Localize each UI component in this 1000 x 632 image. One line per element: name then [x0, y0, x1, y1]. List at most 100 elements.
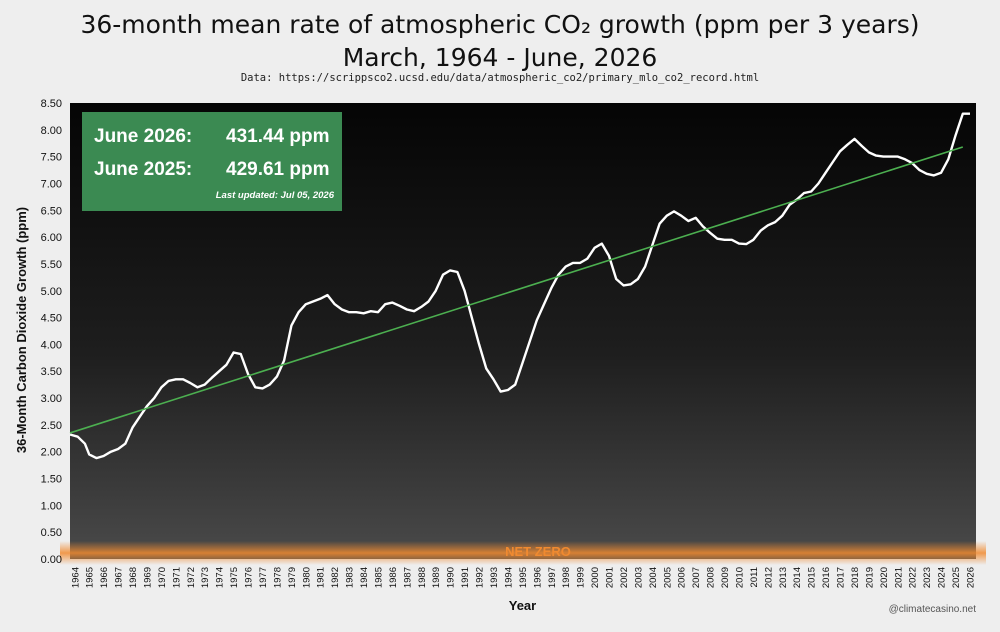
- y-tick-label: 2.50: [41, 420, 62, 432]
- x-tick-label: 1992: [475, 567, 486, 588]
- x-tick-label: 2026: [966, 567, 977, 588]
- x-tick-label: 2010: [735, 567, 746, 588]
- x-tick-label: 2011: [749, 567, 760, 587]
- x-tick-label: 2002: [619, 567, 630, 588]
- x-tick-label: 1991: [460, 567, 471, 588]
- stat-row-previous: June 2025: 429.61 ppm: [94, 159, 330, 181]
- x-tick-label: 1997: [547, 567, 558, 588]
- x-tick-label: 2009: [720, 567, 731, 588]
- x-tick-label: 1968: [128, 567, 139, 588]
- chart-title: 36-month mean rate of atmospheric CO₂ gr…: [0, 8, 1000, 74]
- x-tick-label: 1995: [518, 567, 529, 588]
- y-tick-label: 3.50: [41, 366, 62, 378]
- x-tick-label: 1980: [301, 567, 312, 588]
- x-tick-label: 1979: [287, 567, 298, 588]
- stat-previous-value: 429.61 ppm: [226, 159, 330, 180]
- x-tick-label: 1975: [229, 567, 240, 588]
- x-tick-label: 1966: [99, 567, 110, 588]
- x-tick-label: 2014: [792, 567, 803, 588]
- y-tick-label: 6.50: [41, 205, 62, 217]
- y-tick-label: 1.00: [41, 500, 62, 512]
- x-tick-label: 1985: [374, 567, 385, 588]
- x-tick-label: 2001: [605, 567, 616, 588]
- stat-current-value: 431.44 ppm: [226, 126, 330, 147]
- series-outline-group: [69, 112, 970, 460]
- y-tick-label: 1.50: [41, 474, 62, 486]
- x-tick-label: 2018: [850, 567, 861, 588]
- x-tick-label: 1986: [388, 567, 399, 588]
- x-tick-label: 1987: [402, 567, 413, 588]
- x-tick-label: 1971: [171, 567, 182, 588]
- y-tick-label: 5.50: [41, 259, 62, 271]
- x-tick-label: 2019: [864, 567, 875, 588]
- x-tick-label: 1967: [114, 567, 125, 588]
- x-tick-label: 1964: [70, 567, 81, 588]
- x-tick-label: 1973: [200, 567, 211, 588]
- x-tick-label: 2006: [677, 567, 688, 588]
- data-bars: [69, 113, 970, 559]
- net-zero-label: NET ZERO: [505, 544, 571, 559]
- net-zero-band: [60, 541, 986, 565]
- trendline-group: [69, 146, 964, 434]
- latest-readings-box: June 2026: 431.44 ppm June 2025: 429.61 pp…: [82, 112, 342, 211]
- y-tick-label: 5.00: [41, 286, 62, 298]
- stat-previous-label: June 2025:: [94, 159, 193, 180]
- x-tick-label: 1981: [316, 567, 327, 588]
- x-tick-label: 1989: [431, 567, 442, 588]
- stat-current-label: June 2026:: [94, 126, 193, 147]
- last-updated-text: Last updated: Jul 05, 2026: [215, 190, 334, 201]
- x-tick-label: 1984: [359, 567, 370, 588]
- x-tick-label: 1970: [157, 567, 168, 588]
- x-tick-label: 1998: [561, 567, 572, 588]
- y-tick-label: 2.00: [41, 447, 62, 459]
- x-tick-label: 1999: [576, 567, 587, 588]
- x-axis-ticks: 1964 1965 1966 1967 1968 1969 1970 1971 1972 1973…: [70, 567, 976, 588]
- x-tick-label: 1993: [489, 567, 500, 588]
- y-tick-label: 7.50: [41, 152, 62, 164]
- x-tick-label: 1972: [186, 567, 197, 588]
- x-tick-label: 1988: [417, 567, 428, 588]
- x-tick-label: 1965: [85, 567, 96, 588]
- x-tick-label: 1994: [503, 567, 514, 588]
- x-tick-label: 2021: [893, 567, 904, 588]
- chart-title-line2: March, 1964 - June, 2026: [342, 43, 658, 72]
- x-tick-label: 2012: [763, 567, 774, 588]
- x-tick-label: 1974: [215, 567, 226, 588]
- y-tick-label: 0.00: [41, 554, 62, 566]
- x-tick-label: 1982: [330, 567, 341, 588]
- x-tick-label: 1969: [143, 567, 154, 588]
- x-tick-label: 2013: [778, 567, 789, 588]
- chart-title-line1: 36-month mean rate of atmospheric CO₂ gr…: [80, 10, 920, 39]
- y-tick-label: 7.00: [41, 179, 62, 191]
- x-tick-label: 1983: [345, 567, 356, 588]
- x-axis-label: Year: [508, 598, 537, 613]
- series-outline: [69, 112, 970, 460]
- y-axis-label: 36-Month Carbon Dioxide Growth (ppm): [14, 206, 29, 454]
- x-tick-label: 2005: [662, 567, 673, 588]
- x-tick-label: 2007: [691, 567, 702, 588]
- x-tick-label: 2004: [648, 567, 659, 588]
- y-tick-label: 0.50: [41, 527, 62, 539]
- x-tick-label: 2000: [590, 567, 601, 588]
- x-tick-label: 1996: [532, 567, 543, 588]
- x-tick-label: 2025: [951, 567, 962, 588]
- x-tick-label: 1977: [258, 567, 269, 588]
- y-tick-label: 4.00: [41, 339, 62, 351]
- credit-text: @climatecasino.net: [888, 604, 976, 615]
- y-axis-ticks: 0.00 0.50 1.00 1.50 2.00 2.50 3.00 3.50 4.00 4.50…: [41, 98, 62, 566]
- data-source-text: Data: https://scrippsco2.ucsd.edu/data/a…: [240, 72, 760, 84]
- y-tick-label: 8.50: [41, 98, 62, 110]
- x-tick-label: 2015: [807, 567, 818, 588]
- trendline: [69, 146, 964, 434]
- y-tick-label: 8.00: [41, 125, 62, 137]
- y-tick-label: 6.00: [41, 232, 62, 244]
- x-tick-label: 2022: [908, 567, 919, 588]
- x-tick-label: 1990: [446, 567, 457, 588]
- x-tick-label: 2003: [633, 567, 644, 588]
- x-tick-label: 1978: [272, 567, 283, 588]
- x-tick-label: 2020: [879, 567, 890, 588]
- x-tick-label: 2023: [922, 567, 933, 588]
- x-tick-label: 2008: [706, 567, 717, 588]
- x-tick-label: 1976: [244, 567, 255, 588]
